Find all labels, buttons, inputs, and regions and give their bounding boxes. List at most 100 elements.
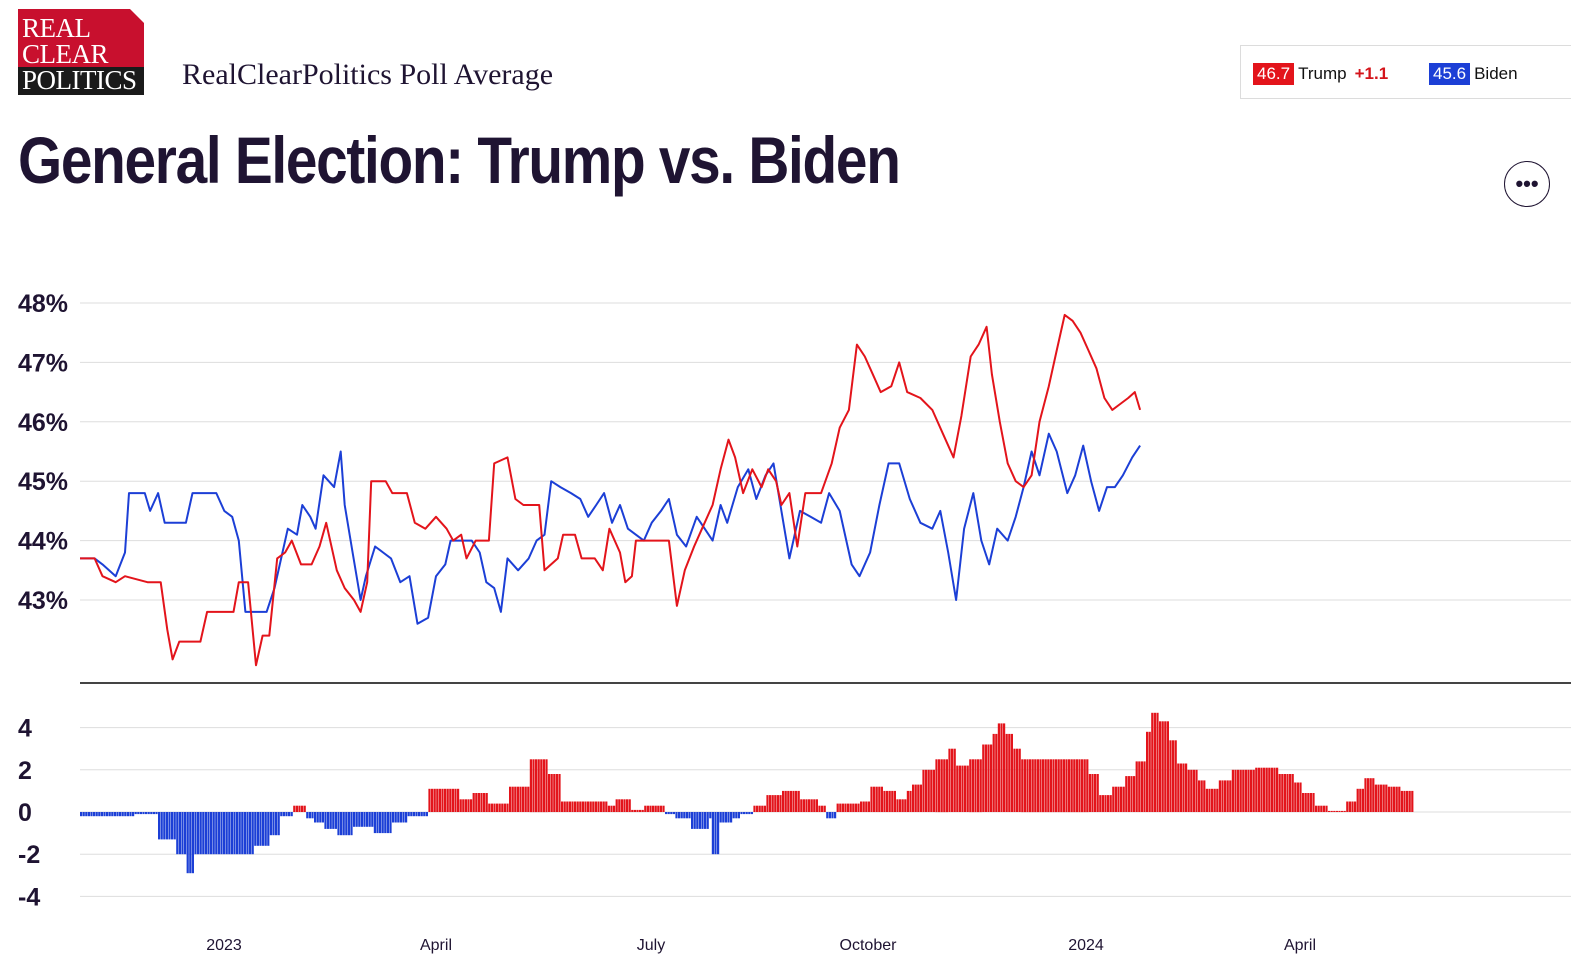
spread-bar <box>1096 774 1099 812</box>
spread-bar <box>1367 778 1370 812</box>
spread-bar <box>1174 740 1177 812</box>
spread-bar <box>1166 721 1169 812</box>
spread-bar <box>800 799 803 812</box>
rcp-logo[interactable]: REAL CLEAR POLITICS <box>18 9 144 95</box>
spread-bar <box>1278 774 1281 812</box>
spread-bar <box>251 812 254 855</box>
spread-bar <box>246 812 249 855</box>
spread-bar <box>519 786 522 812</box>
spread-bar <box>475 793 478 812</box>
x-tick-label: July <box>637 937 665 954</box>
spread-bar <box>230 812 233 855</box>
spread-bar <box>1182 763 1185 812</box>
spread-bar <box>758 805 761 812</box>
spread-bar <box>522 786 525 812</box>
spread-bar <box>223 812 226 855</box>
spread-bar <box>347 812 350 836</box>
spread-bar <box>137 812 140 815</box>
spread-bar <box>207 812 210 855</box>
spread-bar <box>490 803 493 812</box>
spread-bar <box>906 790 909 812</box>
trump-lead: +1.1 <box>1354 64 1389 83</box>
spread-bar <box>415 812 418 817</box>
series-line-trump <box>80 313 1142 667</box>
spread-y-tick-label: 4 <box>18 715 32 743</box>
spread-bar <box>457 788 460 812</box>
spread-bar <box>735 812 738 819</box>
spread-bar <box>1348 801 1351 812</box>
spread-bar <box>1049 759 1052 813</box>
spread-bar <box>662 805 665 812</box>
spread-gridlines <box>80 727 1571 897</box>
spread-bar <box>914 784 917 812</box>
spread-bar <box>152 812 155 815</box>
main-series-lines <box>80 313 1142 667</box>
more-options-button[interactable]: ••• <box>1504 161 1550 207</box>
spread-bar <box>706 812 709 829</box>
page-title: General Election: Trump vs. Biden <box>18 123 901 197</box>
spread-bar <box>1387 786 1390 812</box>
spread-bar <box>1200 780 1203 812</box>
spread-bar <box>420 812 423 817</box>
spread-bar <box>815 799 818 812</box>
spread-bar <box>1070 759 1073 813</box>
spread-bar <box>360 812 363 827</box>
spread-bar <box>147 812 150 815</box>
spread-bar <box>607 805 610 812</box>
spread-bar <box>579 801 582 812</box>
spread-bar <box>540 759 543 813</box>
spread-bar <box>493 803 496 812</box>
spread-bar <box>1270 767 1273 812</box>
legend-biden[interactable]: 45.6 Biden <box>1429 63 1518 85</box>
spread-bar <box>1112 786 1115 812</box>
spread-bar <box>295 805 298 812</box>
spread-bar <box>904 799 907 812</box>
spread-bar <box>1047 759 1050 813</box>
spread-bar <box>1302 793 1305 812</box>
spread-bar <box>498 803 501 812</box>
spread-bar <box>316 812 319 823</box>
spread-bar <box>1026 759 1029 813</box>
spread-bar <box>1148 731 1151 812</box>
spread-bar <box>1081 759 1084 813</box>
spread-bar <box>537 759 540 813</box>
spread-bar <box>896 799 899 812</box>
spread-bar <box>867 801 870 812</box>
spread-bar <box>298 805 301 812</box>
spread-bar <box>618 799 621 812</box>
spread-bar <box>384 812 387 834</box>
spread-bar <box>789 790 792 812</box>
spread-bar <box>186 812 189 874</box>
spread-bar <box>693 812 696 829</box>
spread-bar <box>158 812 161 840</box>
spread-bar <box>1244 769 1247 812</box>
spread-bar <box>678 812 681 819</box>
spread-bar <box>852 803 855 812</box>
spread-bar <box>233 812 236 855</box>
spread-bar <box>602 801 605 812</box>
spread-bar <box>506 803 509 812</box>
spread-bar <box>238 812 241 855</box>
spread-bar <box>1299 782 1302 812</box>
spread-bar <box>977 759 980 813</box>
legend-trump[interactable]: 46.7 Trump +1.1 <box>1253 63 1388 85</box>
spread-bar <box>1060 759 1063 813</box>
spread-bar <box>1255 767 1258 812</box>
spread-bar <box>839 803 842 812</box>
spread-bar <box>584 801 587 812</box>
spread-bar <box>306 812 309 819</box>
spread-bar <box>849 803 852 812</box>
spread-bar <box>766 795 769 812</box>
spread-bar <box>1234 769 1237 812</box>
spread-bar <box>527 786 530 812</box>
spread-bar <box>467 799 470 812</box>
spread-bar <box>1133 776 1136 812</box>
spread-bar <box>633 809 636 812</box>
spread-bar <box>345 812 348 836</box>
spread-bar <box>1380 784 1383 812</box>
spread-bar <box>1107 795 1110 812</box>
spread-bar <box>1351 801 1354 812</box>
spread-bar <box>272 812 275 836</box>
spread-bar <box>407 812 410 817</box>
